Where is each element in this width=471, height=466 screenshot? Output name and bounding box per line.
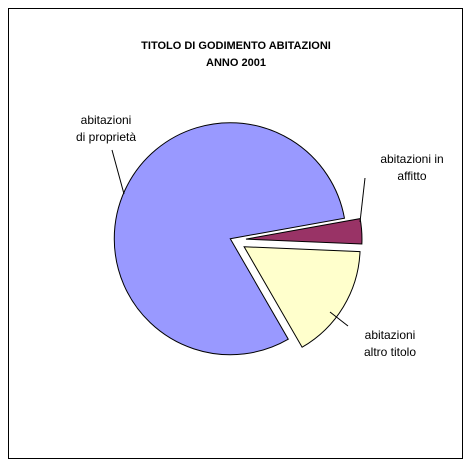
chart-subtitle: ANNO 2001 bbox=[206, 57, 266, 69]
chart-title: TITOLO DI GODIMENTO ABITAZIONI bbox=[141, 40, 331, 52]
slice-label: abitazioni in affitto bbox=[380, 152, 443, 183]
slice-label: abitazioni altro titolo bbox=[364, 328, 416, 359]
pie-slice bbox=[243, 246, 361, 348]
pie-slice bbox=[113, 122, 346, 356]
leader-line bbox=[359, 177, 366, 223]
slice-label: abitazioni di proprietà bbox=[76, 113, 136, 144]
leader-line bbox=[329, 311, 349, 327]
leader-line bbox=[111, 149, 125, 195]
